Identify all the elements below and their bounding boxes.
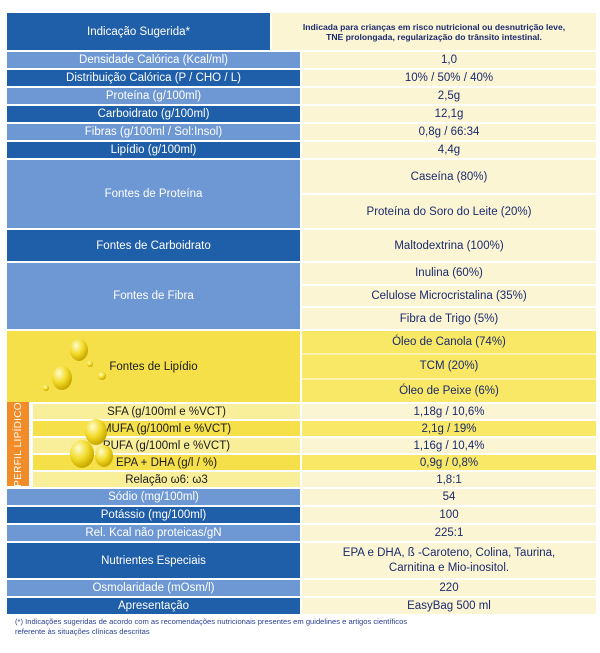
row-value: 0,9g / 0,8%	[302, 455, 596, 470]
row-value: 1,16g / 10,4%	[302, 438, 596, 453]
row-label: Lipídio (g/100ml)	[7, 142, 300, 158]
row-fontes-lipidio: Fontes de Lipídio Óleo de Canola (74%) T…	[7, 331, 596, 402]
value-item: Celulose Microcristalina (35%)	[302, 283, 596, 307]
row-rel-kcal: Rel. Kcal não proteicas/gN 225:1	[7, 525, 596, 541]
row-osmolaridade: Osmolaridade (mOsm/l) 220	[7, 580, 596, 596]
footnote: (*) Indicações sugeridas de acordo com a…	[15, 617, 408, 636]
row-label: PUFA (g/100ml e %VCT)	[33, 438, 300, 453]
row-pufa: PUFA (g/100ml e %VCT) 1,16g / 10,4%	[33, 438, 596, 453]
lipid-profile-rows: SFA (g/100ml e %VCT) 1,18g / 10,6% MUFA …	[33, 404, 596, 487]
row-epa-dha: EPA + DHA (g/l / %) 0,9g / 0,8%	[33, 455, 596, 470]
row-label: Fontes de Fibra	[7, 263, 300, 329]
row-value: EasyBag 500 ml	[302, 598, 596, 614]
row-label: Apresentação	[7, 598, 300, 614]
row-indicacao: Indicação Sugerida* Indicada para crianç…	[7, 13, 596, 50]
row-values: Inulina (60%) Celulose Microcristalina (…	[302, 263, 596, 329]
row-label: Densidade Calórica (Kcal/ml)	[7, 52, 300, 68]
row-nutrientes: Nutrientes Especiais EPA e DHA, ß -Carot…	[7, 543, 596, 578]
row-value: 1,18g / 10,6%	[302, 404, 596, 419]
row-label: Fontes de Lipídio	[7, 331, 300, 402]
row-value: 225:1	[302, 525, 596, 541]
row-mufa: MUFA (g/100ml e %VCT) 2,1g / 19%	[33, 421, 596, 436]
perfil-lipidico-tab: PERFIL LIPÍDICO	[7, 402, 29, 486]
row-value: 220	[302, 580, 596, 596]
value-item: Óleo de Canola (74%)	[392, 336, 506, 349]
row-fontes-carboidrato: Fontes de Carboidrato Maltodextrina (100…	[7, 230, 596, 261]
row-value: 10% / 50% / 40%	[302, 70, 596, 86]
row-label: Indicação Sugerida*	[7, 13, 271, 50]
row-label: Rel. Kcal não proteicas/gN	[7, 525, 300, 541]
perfil-lipidico-label: PERFIL LIPÍDICO	[12, 401, 24, 487]
row-densidade: Densidade Calórica (Kcal/ml) 1,0	[7, 52, 596, 68]
row-sodio: Sódio (mg/100ml) 54	[7, 489, 596, 505]
row-value: EPA e DHA, ß -Caroteno, Colina, Taurina,…	[302, 543, 596, 578]
row-label: Fontes de Proteína	[7, 160, 300, 228]
row-label: Relação ω6: ω3	[33, 472, 300, 487]
row-label: MUFA (g/100ml e %VCT)	[33, 421, 300, 436]
row-label: Nutrientes Especiais	[7, 543, 300, 578]
row-label: Osmolaridade (mOsm/l)	[7, 580, 300, 596]
row-value: 100	[302, 507, 596, 523]
row-value: Maltodextrina (100%)	[302, 230, 596, 261]
row-values: Caseína (80%) Proteína do Soro do Leite …	[302, 160, 596, 228]
nutrition-table: Indicação Sugerida* Indicada para crianç…	[7, 13, 596, 616]
value-item: Caseína (80%)	[410, 170, 488, 183]
row-label: Fontes de Carboidrato	[7, 230, 300, 261]
row-carboidrato: Carboidrato (g/100ml) 12,1g	[7, 106, 596, 122]
row-fibras: Fibras (g/100ml / Sol:Insol) 0,8g / 66:3…	[7, 124, 596, 140]
row-values: Óleo de Canola (74%) TCM (20%) Óleo de P…	[302, 331, 596, 402]
row-value: 4,4g	[302, 142, 596, 158]
row-value: Indicada para crianças em risco nutricio…	[272, 13, 596, 50]
value-item: TCM (20%)	[302, 353, 596, 377]
row-value: 54	[302, 489, 596, 505]
row-label: Proteína (g/100ml)	[7, 88, 300, 104]
row-label: Distribuição Calórica (P / CHO / L)	[7, 70, 300, 86]
row-distribuicao: Distribuição Calórica (P / CHO / L) 10% …	[7, 70, 596, 86]
row-value: 12,1g	[302, 106, 596, 122]
row-label: Fibras (g/100ml / Sol:Insol)	[7, 124, 300, 140]
row-lipidio: Lipídio (g/100ml) 4,4g	[7, 142, 596, 158]
row-label: Sódio (mg/100ml)	[7, 489, 300, 505]
row-value: 0,8g / 66:34	[302, 124, 596, 140]
value-item: Proteína do Soro do Leite (20%)	[302, 193, 596, 228]
row-fontes-proteina: Fontes de Proteína Caseína (80%) Proteín…	[7, 160, 596, 228]
value-item: Fibra de Trigo (5%)	[302, 306, 596, 329]
row-label: Potássio (mg/100ml)	[7, 507, 300, 523]
row-label: SFA (g/100ml e %VCT)	[33, 404, 300, 419]
row-potassio: Potássio (mg/100ml) 100	[7, 507, 596, 523]
row-label: Carboidrato (g/100ml)	[7, 106, 300, 122]
row-label: EPA + DHA (g/l / %)	[33, 455, 300, 470]
row-value: 1,8:1	[302, 472, 596, 487]
row-value: 1,0	[302, 52, 596, 68]
row-fontes-fibra: Fontes de Fibra Inulina (60%) Celulose M…	[7, 263, 596, 329]
value-item: Inulina (60%)	[415, 267, 483, 280]
row-sfa: SFA (g/100ml e %VCT) 1,18g / 10,6%	[33, 404, 596, 419]
row-relacao: Relação ω6: ω3 1,8:1	[33, 472, 596, 487]
row-value: 2,1g / 19%	[302, 421, 596, 436]
value-item: Óleo de Peixe (6%)	[302, 377, 596, 402]
row-apresentacao: Apresentação EasyBag 500 ml	[7, 598, 596, 614]
row-value: 2,5g	[302, 88, 596, 104]
row-proteina: Proteína (g/100ml) 2,5g	[7, 88, 596, 104]
